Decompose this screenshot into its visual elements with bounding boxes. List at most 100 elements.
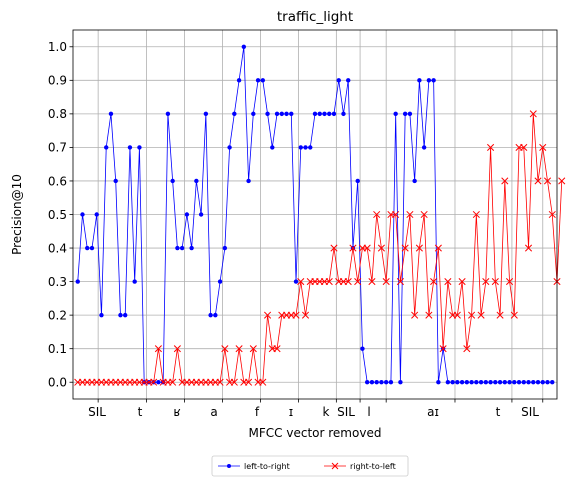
- data-point: [436, 380, 441, 385]
- data-point: [208, 312, 213, 318]
- legend-marker: [331, 462, 339, 470]
- data-point: [221, 345, 229, 353]
- data-point: [407, 111, 413, 117]
- data-point: [344, 278, 352, 286]
- data-point: [104, 145, 109, 150]
- data-point: [426, 78, 432, 83]
- data-point: [382, 278, 390, 286]
- series-left-to-right: [75, 44, 555, 385]
- data-point: [468, 311, 476, 319]
- data-point: [487, 143, 495, 151]
- data-point: [364, 380, 370, 385]
- data-point: [292, 311, 300, 319]
- data-point: [99, 312, 104, 318]
- data-point: [227, 145, 232, 150]
- data-point: [417, 78, 422, 83]
- data-point: [232, 111, 237, 117]
- data-point: [520, 143, 528, 151]
- data-point: [170, 178, 175, 184]
- x-tick-label: t: [496, 405, 501, 419]
- data-point: [325, 278, 333, 286]
- data-point: [203, 111, 209, 117]
- data-point: [524, 244, 533, 252]
- data-point: [297, 278, 305, 286]
- data-point: [341, 111, 346, 117]
- data-point: [402, 111, 408, 117]
- x-tick-label: SIL: [521, 405, 539, 419]
- data-point: [85, 245, 90, 251]
- data-point: [521, 380, 526, 385]
- data-point: [330, 244, 338, 252]
- legend-label: right-to-left: [350, 462, 396, 471]
- data-point: [406, 210, 414, 219]
- data-point: [122, 312, 128, 318]
- data-point: [317, 111, 322, 117]
- data-point: [236, 78, 242, 83]
- data-point: [363, 244, 371, 252]
- y-tick-label: 1.0: [48, 40, 67, 54]
- data-point: [540, 380, 545, 385]
- data-point: [298, 145, 303, 150]
- data-point: [265, 111, 270, 117]
- data-point: [217, 279, 223, 284]
- data-point: [450, 380, 455, 385]
- data-point: [502, 380, 508, 385]
- data-point: [346, 78, 351, 83]
- data-point: [216, 378, 224, 386]
- data-point: [284, 111, 289, 117]
- grid: [73, 30, 557, 399]
- data-point: [270, 145, 275, 150]
- data-point: [393, 111, 398, 117]
- data-point: [293, 279, 299, 284]
- data-point: [411, 311, 419, 319]
- data-point: [198, 212, 204, 217]
- x-tick-label: l: [367, 405, 370, 419]
- data-point: [327, 111, 332, 117]
- y-tick-label: 0.5: [48, 208, 67, 222]
- data-point: [474, 380, 479, 385]
- y-tick-label: 0.1: [48, 342, 67, 356]
- data-point: [303, 145, 308, 150]
- x-tick-label: ʁ: [173, 405, 180, 419]
- x-tick-label: SIL: [337, 405, 355, 419]
- data-point: [189, 245, 194, 251]
- y-tick-label: 0.8: [48, 107, 67, 121]
- data-point: [241, 44, 247, 49]
- data-point: [80, 212, 85, 217]
- data-point: [274, 111, 280, 117]
- data-point: [535, 380, 541, 385]
- data-point: [398, 380, 403, 385]
- x-axis-label: MFCC vector removed: [249, 426, 382, 440]
- data-point: [245, 378, 253, 386]
- data-point: [543, 177, 552, 185]
- data-point: [301, 311, 310, 319]
- data-point: [368, 278, 376, 286]
- data-point: [431, 78, 436, 83]
- data-point: [459, 380, 465, 385]
- legend-marker: [227, 464, 231, 468]
- data-point: [230, 378, 238, 386]
- data-point: [496, 311, 504, 319]
- data-point: [445, 380, 451, 385]
- data-point: [548, 210, 556, 219]
- data-point: [545, 380, 550, 385]
- data-point: [222, 245, 228, 251]
- data-point: [434, 244, 442, 252]
- data-point: [179, 245, 185, 251]
- legend-label: left-to-right: [244, 462, 290, 471]
- data-point: [322, 111, 327, 117]
- data-point: [383, 380, 389, 385]
- data-point: [235, 345, 243, 353]
- data-point: [360, 346, 365, 351]
- data-point: [534, 177, 542, 185]
- data-point: [312, 111, 318, 117]
- y-tick-label: 0.6: [48, 174, 67, 188]
- x-tick-label: aɪ: [427, 405, 439, 419]
- data-point: [472, 210, 480, 219]
- data-point: [369, 380, 375, 385]
- plot-area: [74, 44, 566, 386]
- data-point: [279, 111, 284, 117]
- data-point: [550, 380, 555, 385]
